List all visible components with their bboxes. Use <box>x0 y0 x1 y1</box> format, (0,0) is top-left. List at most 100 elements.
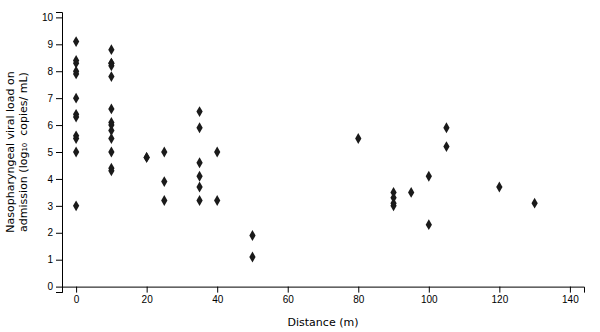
x-tick-mark <box>429 287 430 293</box>
y-tick: 7 <box>47 93 62 104</box>
point <box>108 133 114 144</box>
x-axis-title: Distance (m) <box>288 316 359 329</box>
point <box>144 152 150 163</box>
y-tick: 5 <box>47 147 62 158</box>
x-tick-mark <box>217 287 218 293</box>
point <box>161 147 167 158</box>
point <box>108 44 114 55</box>
y-tick-label: 4 <box>47 174 53 185</box>
x-tick-mark <box>358 287 359 293</box>
point <box>443 141 449 152</box>
x-tick-mark <box>76 287 77 293</box>
point <box>73 112 79 123</box>
point <box>108 71 114 82</box>
point <box>73 147 79 158</box>
x-tick-label: 120 <box>492 294 509 305</box>
point <box>214 195 220 206</box>
point <box>108 147 114 158</box>
y-tick: 6 <box>47 120 62 131</box>
y-tick-mark <box>56 260 62 261</box>
plot: 0 20 40 60 80 100 120 140 0 1 2 3 4 5 6 7 8 9 10 <box>42 12 585 305</box>
y-tick-label: 6 <box>47 120 53 131</box>
point <box>408 187 414 198</box>
y-axis-title: Nasopharyngeal viral load onadmission (l… <box>4 71 30 232</box>
points <box>73 36 538 262</box>
x-tick-mark <box>570 287 571 293</box>
y-tick-label: 0 <box>47 281 53 292</box>
point <box>161 176 167 187</box>
x-tick: 40 <box>212 287 224 305</box>
y-tick: 1 <box>47 254 62 265</box>
y-tick-mark <box>56 125 62 126</box>
point <box>390 200 396 211</box>
y-tick-mark <box>56 44 62 45</box>
x-axis: 0 20 40 60 80 100 120 140 <box>63 287 585 305</box>
point <box>108 60 114 71</box>
point <box>249 252 255 263</box>
x-tick-label: 60 <box>283 294 295 305</box>
point <box>214 147 220 158</box>
chart: 0 20 40 60 80 100 120 140 0 1 2 3 4 5 6 7 8 9 10 Distance (… <box>0 0 600 332</box>
x-tick-label: 100 <box>421 294 438 305</box>
y-tick-label: 5 <box>47 147 53 158</box>
point <box>196 182 202 193</box>
point <box>355 133 361 144</box>
x-tick-label: 40 <box>212 294 224 305</box>
x-tick: 120 <box>492 287 509 305</box>
point <box>443 122 449 133</box>
point <box>73 133 79 144</box>
y-tick-label: 7 <box>47 93 53 104</box>
x-tick-mark <box>288 287 289 293</box>
point <box>73 36 79 47</box>
y-tick: 2 <box>47 227 62 238</box>
x-tick: 60 <box>283 287 295 305</box>
point <box>426 171 432 182</box>
x-tick-label: 80 <box>353 294 365 305</box>
point <box>73 93 79 104</box>
y-tick-label: 9 <box>47 39 53 50</box>
y-tick: 9 <box>47 39 62 50</box>
point <box>144 152 150 163</box>
y-tick-mark <box>56 233 62 234</box>
x-tick-label: 0 <box>74 294 80 305</box>
y-tick: 10 <box>42 12 62 23</box>
y-tick-mark <box>56 206 62 207</box>
y-axis-line <box>56 13 63 293</box>
y-tick-mark <box>56 71 62 72</box>
y-tick-label: 2 <box>47 227 53 238</box>
x-tick: 0 <box>74 287 80 305</box>
point <box>73 68 79 79</box>
y-tick-mark <box>56 179 62 180</box>
point <box>196 122 202 133</box>
point <box>73 200 79 211</box>
x-tick: 20 <box>142 287 154 305</box>
y-tick: 8 <box>47 66 62 77</box>
point <box>496 182 502 193</box>
y-axis: 0 1 2 3 4 5 6 7 8 9 10 <box>42 12 63 292</box>
point <box>196 171 202 182</box>
point <box>161 195 167 206</box>
point <box>108 165 114 176</box>
y-tick-label: 8 <box>47 66 53 77</box>
y-tick: 4 <box>47 174 62 185</box>
y-tick-label: 1 <box>47 254 53 265</box>
y-tick-mark <box>56 98 62 99</box>
point <box>196 195 202 206</box>
y-tick-mark <box>56 152 62 153</box>
x-tick-mark <box>147 287 148 293</box>
point <box>196 157 202 168</box>
y-tick: 0 <box>47 281 62 292</box>
x-axis-line <box>63 287 585 293</box>
x-tick-mark <box>499 287 500 293</box>
point <box>426 219 432 230</box>
x-tick-label: 140 <box>562 294 579 305</box>
y-tick-mark <box>56 287 62 288</box>
y-tick-mark <box>56 17 62 18</box>
point <box>531 198 537 209</box>
y-tick-label: 10 <box>42 12 54 23</box>
x-tick: 140 <box>562 287 579 305</box>
point <box>196 106 202 117</box>
y-tick-label: 3 <box>47 201 53 212</box>
point <box>249 230 255 241</box>
x-tick-label: 20 <box>142 294 154 305</box>
